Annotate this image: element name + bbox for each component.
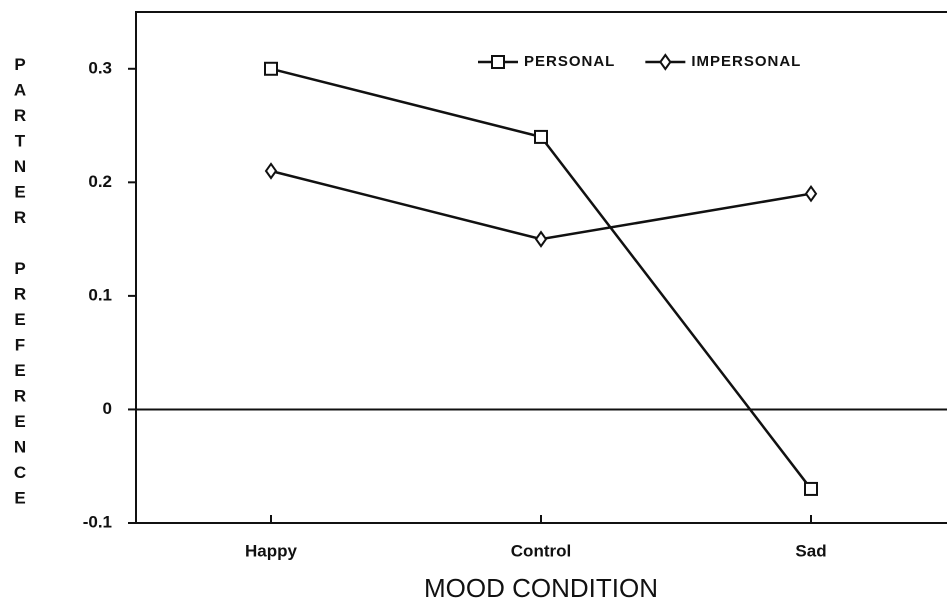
y-tick-label: 0.1	[88, 285, 112, 304]
marker	[264, 162, 278, 180]
marker	[264, 61, 278, 76]
y-tick-label: 0	[103, 399, 112, 418]
x-tick-label: Happy	[245, 541, 298, 560]
y-tick-label: 0.2	[88, 172, 112, 191]
y-axis-title: PARTNER PREFERENCE	[11, 55, 30, 514]
marker	[659, 53, 672, 71]
x-tick-label: Control	[511, 541, 571, 560]
marker	[534, 129, 548, 144]
series-line	[270, 169, 812, 241]
marker	[534, 230, 548, 248]
legend-label: IMPERSONAL	[691, 53, 801, 70]
x-axis-title: MOOD CONDITION	[424, 573, 658, 603]
marker	[491, 55, 505, 69]
marker	[804, 481, 818, 496]
marker	[804, 184, 818, 203]
plot-frame	[135, 11, 947, 524]
y-tick-label: -0.1	[83, 512, 112, 531]
y-tick-label: 0.3	[88, 58, 112, 77]
x-tick-label: Sad	[795, 541, 826, 560]
legend-label: PERSONAL	[524, 53, 615, 70]
